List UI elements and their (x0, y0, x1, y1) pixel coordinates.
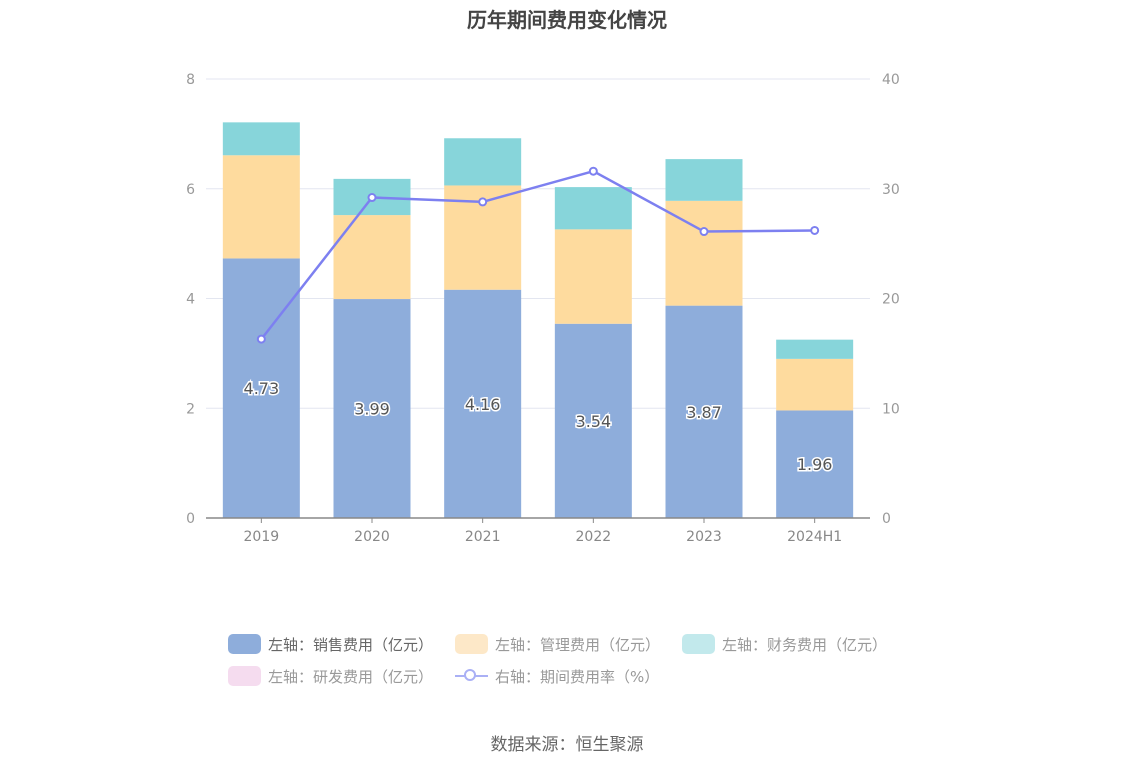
y-left-tick-label: 0 (186, 511, 195, 527)
expense-ratio-line (260, 169, 815, 340)
x-tick-label: 2020 (354, 529, 390, 545)
expense-ratio-point (699, 227, 709, 237)
expense-ratio-point (478, 197, 488, 207)
bar-segment-1 (554, 323, 632, 518)
legend-swatch-admin (455, 634, 489, 654)
y-right-tick-label: 20 (882, 292, 900, 308)
data-label: 3.87 (686, 403, 722, 422)
legend-label-finance: 左轴：财务费用（亿元） (722, 635, 888, 654)
legend-item-rnd[interactable]: 左轴：研发费用（亿元） (228, 666, 433, 687)
y-left-tick-label: 2 (186, 401, 195, 417)
bar-segment-2 (222, 155, 300, 259)
y-right-tick-label: 30 (882, 182, 900, 198)
chart-title: 历年期间费用变化情况 (467, 8, 667, 32)
x-tick-label: 2024H1 (787, 529, 842, 545)
bar-segment-1 (776, 410, 854, 518)
x-tick-label: 2019 (244, 529, 280, 545)
y-right-tick-label: 40 (882, 72, 900, 88)
legend-label-expense-ratio: 右轴：期间费用率（%） (495, 667, 660, 686)
bar-segment-3 (222, 122, 300, 156)
bar-segment-2 (554, 229, 632, 324)
bar-segment-3 (665, 159, 743, 201)
expense-ratio-point (367, 193, 377, 203)
legend-row-1: 左轴：销售费用（亿元） 左轴：管理费用（亿元） 左轴：财务费用（亿元） (228, 628, 948, 660)
data-label: 4.73 (244, 379, 280, 398)
legend-label-admin: 左轴：管理费用（亿元） (495, 635, 661, 654)
data-label: 3.54 (576, 412, 612, 431)
x-tick-label: 2021 (465, 529, 501, 545)
legend-item-expense-ratio[interactable]: 右轴：期间费用率（%） (455, 666, 659, 687)
expense-ratio-point (256, 334, 266, 344)
legend-item-admin[interactable]: 左轴：管理费用（亿元） (455, 634, 660, 655)
x-tick-label: 2022 (576, 529, 612, 545)
bar-segment-3 (776, 339, 854, 359)
expense-ratio-point (810, 225, 820, 235)
legend-row-2: 左轴：研发费用（亿元） 右轴：期间费用率（%） (228, 660, 948, 692)
data-source: 数据来源：恒生聚源 (490, 735, 644, 755)
bar-segment-1 (444, 289, 522, 518)
legend-swatch-rnd (228, 666, 261, 686)
y-left-tick-label: 6 (186, 182, 195, 198)
bar-segment-2 (776, 358, 854, 411)
legend-item-finance[interactable]: 左轴：财务费用（亿元） (682, 634, 887, 655)
legend-swatch-sales (228, 634, 261, 654)
y-left-tick-label: 4 (186, 292, 195, 308)
bar-segment-1 (333, 299, 411, 518)
data-label: 1.96 (797, 455, 833, 474)
legend-line-swatch (455, 666, 489, 686)
y-right-tick-label: 10 (882, 401, 900, 417)
bar-segment-1 (222, 258, 300, 518)
legend-item-sales[interactable]: 左轴：销售费用（亿元） (228, 634, 433, 655)
bar-segment-2 (333, 215, 411, 300)
y-left-tick-label: 8 (186, 72, 195, 88)
bar-segment-3 (554, 187, 632, 230)
legend: 左轴：销售费用（亿元） 左轴：管理费用（亿元） 左轴：财务费用（亿元） 左轴：研… (228, 628, 948, 692)
y-right-tick-label: 0 (882, 511, 891, 527)
legend-label-sales: 左轴：销售费用（亿元） (268, 635, 434, 654)
chart-canvas: 0 2 4 6 8 0 10 20 30 40 2019 2020 2021 2022 2023 2024H1… (186, 72, 900, 545)
x-tick-label: 2023 (686, 529, 722, 545)
expense-ratio-point (588, 166, 598, 176)
data-label: 3.99 (354, 400, 390, 419)
legend-swatch-finance (682, 634, 716, 654)
data-label: 4.16 (465, 395, 501, 414)
bar-segment-3 (444, 138, 522, 186)
legend-label-rnd: 左轴：研发费用（亿元） (268, 667, 434, 686)
bar-segment-1 (665, 305, 743, 518)
